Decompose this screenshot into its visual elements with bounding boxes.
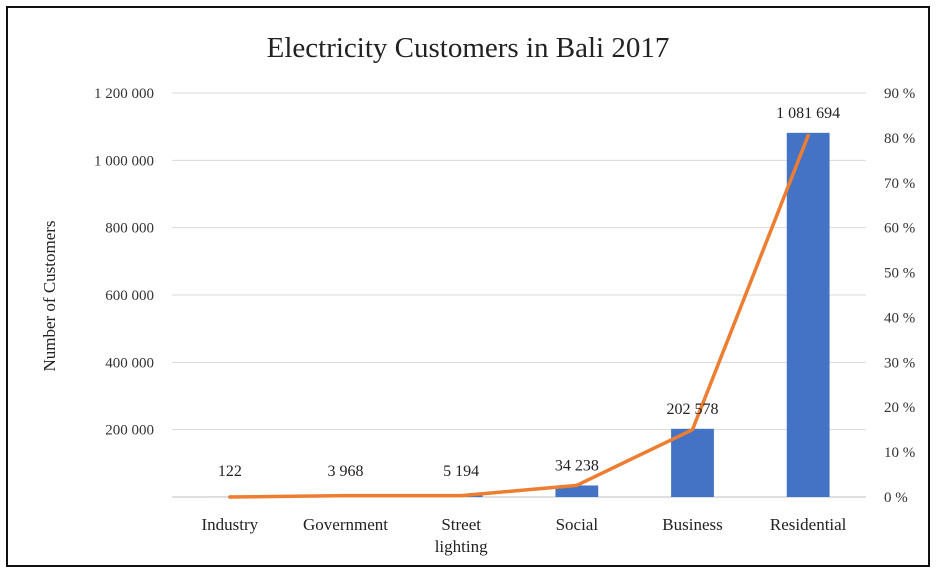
y2-tick-label: 60 %: [884, 221, 915, 237]
y2-tick-label: 90 %: [884, 86, 915, 102]
bar: [786, 132, 830, 497]
axes: 200 000 400 000 600 000 800 000 1 000 000 1 2…: [94, 86, 915, 556]
x-tick-label: Business: [662, 515, 722, 534]
x-tick-label: Street: [441, 515, 481, 534]
y2-tick-label: 50 %: [884, 266, 915, 282]
y2-tick-label: 10 %: [884, 445, 915, 461]
y2-tick-label: 30 %: [884, 355, 915, 371]
x-tick-label: Social: [556, 515, 599, 534]
line-point: [343, 494, 348, 498]
y2-tick-label: 0 %: [884, 490, 908, 506]
bar-value-label: 3 968: [328, 463, 364, 480]
y-tick-label: 1 200 000: [94, 86, 154, 102]
line-point: [690, 428, 695, 432]
bar-value-label: 122: [218, 463, 242, 480]
x-tick-label: Government: [303, 515, 388, 534]
bar-value-label: 1 081 694: [776, 105, 840, 122]
y2-tick-label: 20 %: [884, 400, 915, 416]
y2-tick-label: 80 %: [884, 131, 915, 147]
bar: [555, 485, 599, 497]
y-tick-label: 400 000: [105, 355, 154, 371]
x-tick-label: Residential: [770, 515, 847, 534]
percent-line: [228, 133, 810, 499]
y2-tick-label: 40 %: [884, 310, 915, 326]
percent-line-path: [228, 133, 810, 499]
chart-title: Electricity Customers in Bali 2017: [267, 32, 670, 64]
y-tick-label: 600 000: [105, 288, 154, 304]
bar-value-label: 34 238: [555, 457, 599, 474]
gridlines: [172, 92, 866, 498]
y-tick-label: 1 000 000: [94, 153, 154, 169]
line-point: [228, 495, 232, 499]
x-tick-label: lighting: [435, 537, 488, 556]
bar: [671, 428, 714, 497]
line-point: [806, 134, 810, 138]
chart-frame: [6, 6, 930, 567]
y-axis-title: Number of Customers: [40, 220, 59, 371]
y-tick-label: 800 000: [105, 221, 154, 237]
y2-tick-label: 70 %: [884, 176, 915, 192]
bars: [208, 132, 830, 497]
bar-value-label: 202 578: [667, 401, 719, 418]
y-tick-label: 200 000: [105, 423, 154, 439]
line-point: [575, 483, 579, 487]
bar-value-label: 5 194: [443, 463, 479, 480]
x-tick-label: Industry: [201, 515, 258, 534]
line-point: [459, 494, 463, 498]
data-labels: 122 3 968 5 194 34 238 202 578 1 081 694: [218, 105, 840, 480]
